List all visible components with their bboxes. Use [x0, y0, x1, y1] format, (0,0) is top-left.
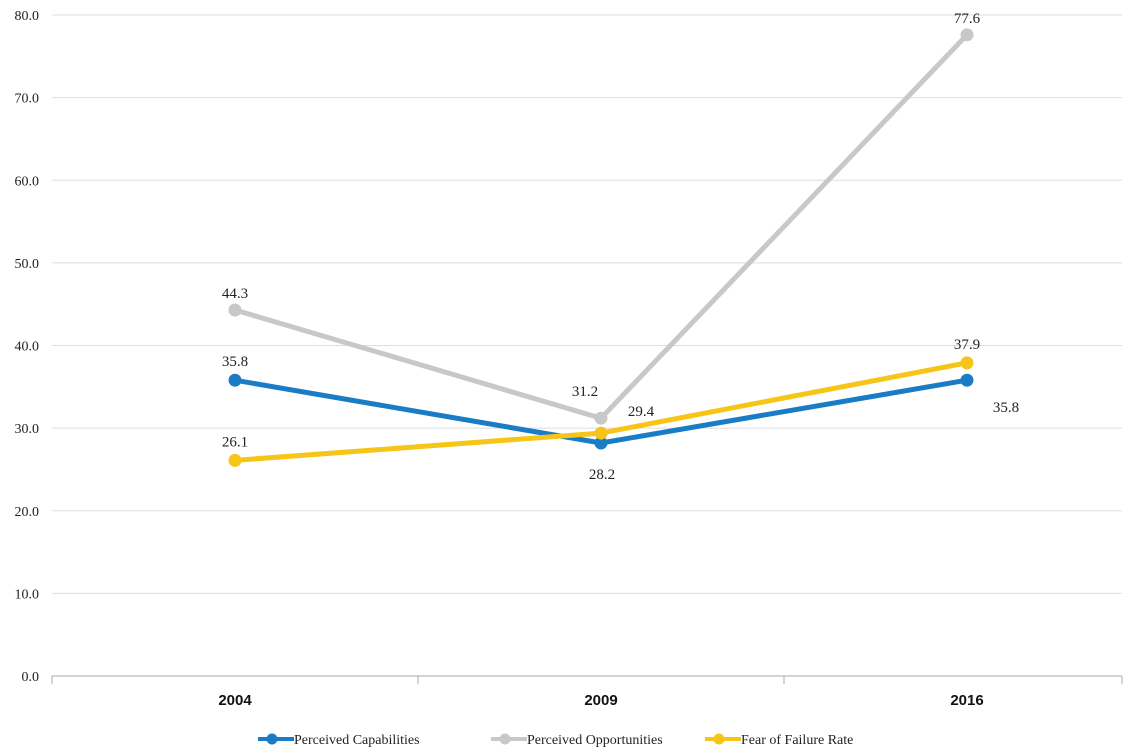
- data-point: [960, 28, 974, 42]
- data-label: 37.9: [954, 337, 980, 353]
- data-label: 31.2: [572, 384, 598, 400]
- x-tick-label: 2016: [950, 692, 983, 709]
- legend-item: Fear of Failure Rate: [705, 733, 853, 748]
- series-lines: [228, 28, 974, 467]
- gridlines: [52, 14, 1122, 677]
- data-point: [960, 373, 974, 387]
- y-tick-label: 0.0: [22, 670, 40, 685]
- y-tick-label: 20.0: [15, 505, 40, 520]
- legend-label: Perceived Opportunities: [527, 733, 663, 748]
- y-axis: 0.0 10.0 20.0 30.0 40.0 50.0 60.0 70.0 80.0: [15, 9, 40, 685]
- legend-label: Perceived Capabilities: [294, 733, 420, 748]
- series-line-2: [232, 32, 970, 421]
- legend-label: Fear of Failure Rate: [741, 733, 853, 748]
- y-tick-label: 80.0: [15, 9, 40, 24]
- y-tick-label: 40.0: [15, 340, 40, 355]
- data-point: [594, 436, 608, 450]
- legend-item: Perceived Capabilities: [258, 733, 420, 748]
- x-tick-label: 2004: [218, 692, 252, 709]
- data-label: 35.8: [993, 400, 1019, 416]
- data-label: 77.6: [954, 11, 981, 27]
- data-point: [228, 303, 242, 317]
- data-point: [594, 411, 608, 425]
- legend-item: Perceived Opportunities: [491, 733, 663, 748]
- legend-swatch-marker: [266, 733, 278, 745]
- legend-swatch-marker: [713, 733, 725, 745]
- y-tick-label: 10.0: [15, 587, 40, 602]
- data-point: [594, 426, 608, 440]
- data-label: 28.2: [589, 467, 615, 483]
- legend: Perceived Capabilities Perceived Opportun…: [258, 733, 853, 748]
- data-point: [960, 356, 974, 370]
- data-point: [228, 373, 242, 387]
- x-axis: 2004 2009 2016: [51, 676, 1123, 709]
- legend-swatch-marker: [499, 733, 511, 745]
- data-label: 26.1: [222, 434, 248, 450]
- x-tick-label: 2009: [584, 692, 617, 709]
- data-label: 29.4: [628, 404, 655, 420]
- data-label: 35.8: [222, 354, 248, 370]
- y-tick-label: 60.0: [15, 174, 40, 189]
- data-point: [228, 453, 242, 467]
- y-tick-label: 50.0: [15, 257, 40, 272]
- data-label: 44.3: [222, 286, 248, 302]
- y-tick-label: 30.0: [15, 422, 40, 437]
- y-tick-label: 70.0: [15, 92, 40, 107]
- data-labels: 35.8 28.2 35.8 44.3 31.2 77.6 26.1 29.4 37.9: [222, 11, 1019, 483]
